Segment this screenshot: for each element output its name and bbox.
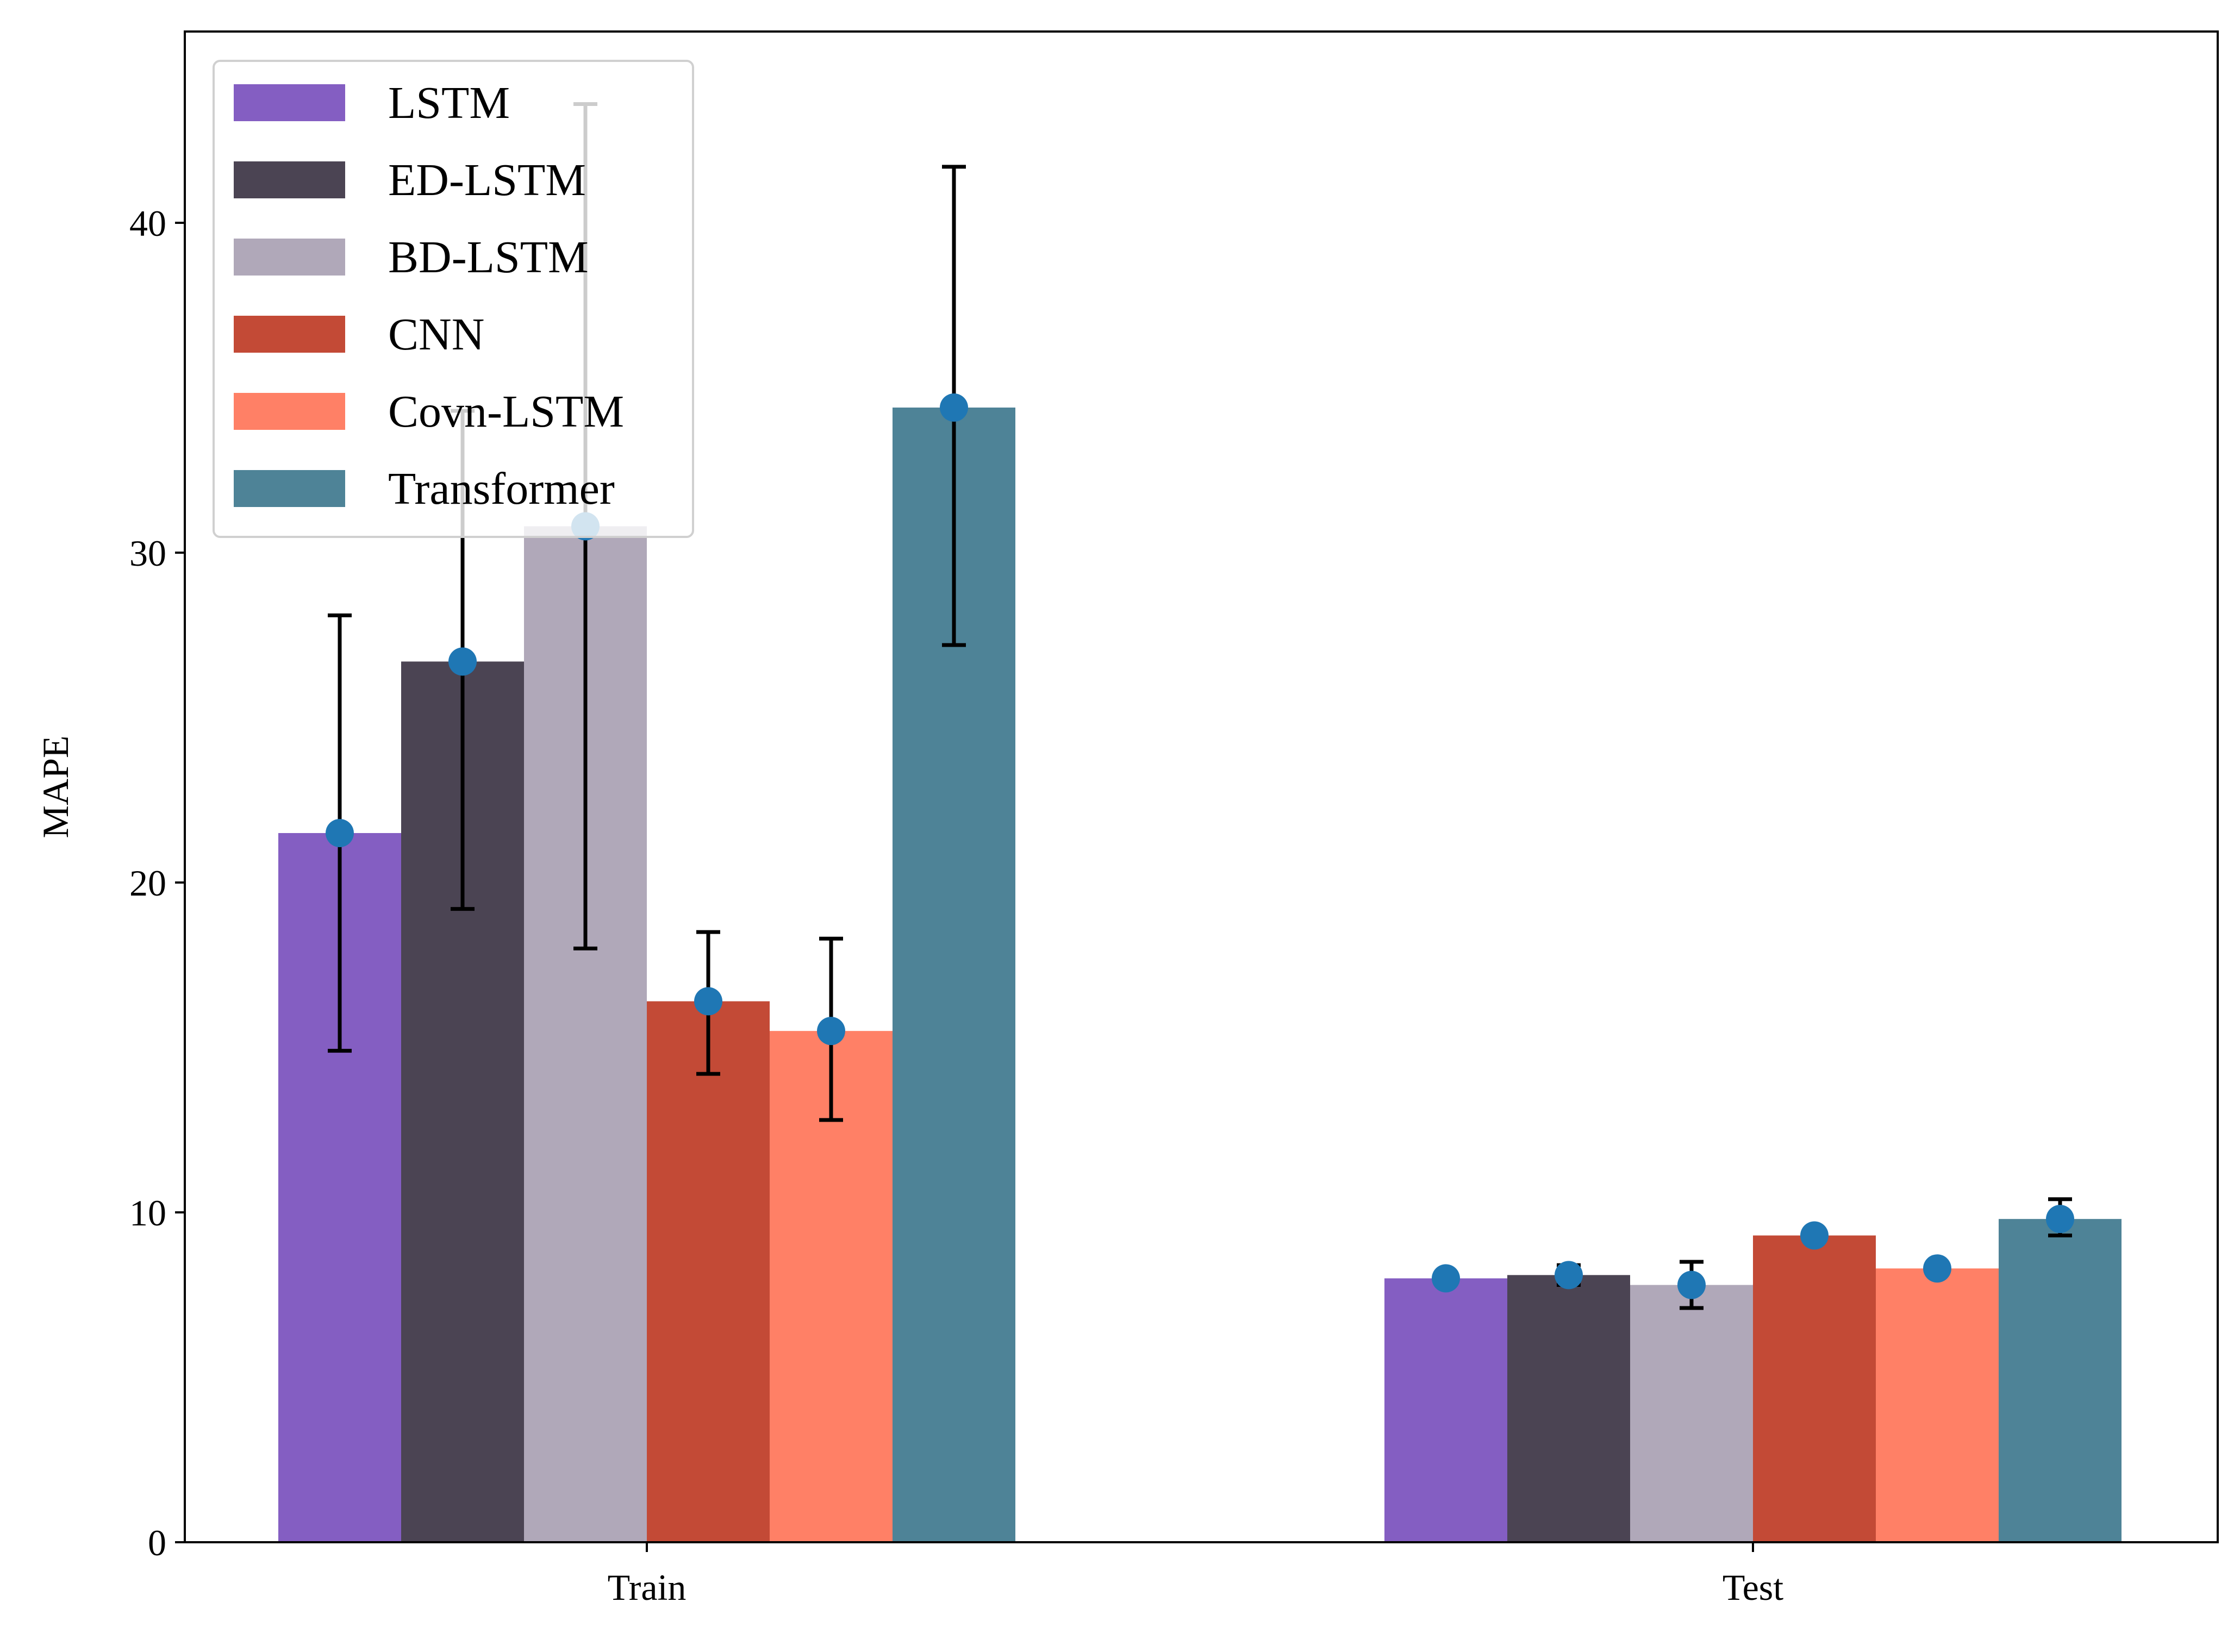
point-ed-lstm-train [448, 647, 477, 676]
legend-label: BD-LSTM [388, 232, 589, 283]
y-tick-label: 0 [148, 1522, 166, 1563]
bar-ed-lstm-test [1507, 1275, 1630, 1542]
legend-label: ED-LSTM [388, 155, 586, 205]
y-tick-label: 40 [129, 203, 166, 244]
legend-swatch [234, 316, 345, 353]
point-lstm-test [1432, 1264, 1460, 1293]
bar-cnn-train [647, 1001, 770, 1542]
bar-lstm-test [1384, 1278, 1507, 1542]
x-tick-label: Test [1723, 1567, 1783, 1608]
legend-swatch [234, 393, 345, 430]
point-covn-lstm-test [1923, 1254, 1951, 1283]
bar-bd-lstm-test [1630, 1285, 1753, 1542]
point-bd-lstm-test [1677, 1271, 1706, 1299]
legend-swatch [234, 84, 345, 121]
legend-swatch [234, 239, 345, 276]
bar-cnn-test [1753, 1235, 1876, 1542]
legend-swatch [234, 161, 345, 198]
point-cnn-train [694, 987, 722, 1016]
legend-label: Transformer [388, 464, 615, 514]
y-tick-label: 20 [129, 862, 166, 904]
legend-swatch [234, 470, 345, 507]
legend-item-lstm: LSTM [234, 78, 510, 128]
bars-layer [278, 407, 2122, 1542]
point-covn-lstm-train [817, 1017, 845, 1046]
legend-label: LSTM [388, 78, 510, 128]
y-tick-label: 10 [129, 1192, 166, 1234]
y-tick-label: 30 [129, 533, 166, 574]
x-axis: Train Test [608, 1542, 1783, 1608]
y-axis-label: MAPE [35, 736, 76, 838]
plot-frame [184, 30, 2219, 1543]
legend-label: CNN [388, 309, 484, 360]
legend-item-cnn: CNN [234, 309, 484, 360]
legend-item-covn-lstm: Covn-LSTM [234, 386, 624, 437]
bar-transformer-test [1999, 1219, 2122, 1542]
point-lstm-train [326, 818, 354, 847]
point-ed-lstm-test [1555, 1261, 1583, 1290]
legend-item-bd-lstm: BD-LSTM [234, 232, 589, 283]
point-cnn-test [1800, 1221, 1829, 1250]
legend: LSTM ED-LSTM BD-LSTM CNN Covn-LSTM Transforme… [213, 60, 694, 538]
point-transformer-train [940, 393, 968, 422]
point-transformer-test [2046, 1205, 2074, 1234]
y-axis: 0 10 20 30 40 [129, 203, 185, 1563]
legend-label: Covn-LSTM [388, 386, 624, 437]
legend-item-ed-lstm: ED-LSTM [234, 155, 586, 205]
markers-layer [326, 393, 2074, 1299]
bar-covn-lstm-test [1876, 1268, 1999, 1542]
legend-item-transformer: Transformer [234, 464, 615, 514]
x-tick-label: Train [608, 1567, 687, 1608]
